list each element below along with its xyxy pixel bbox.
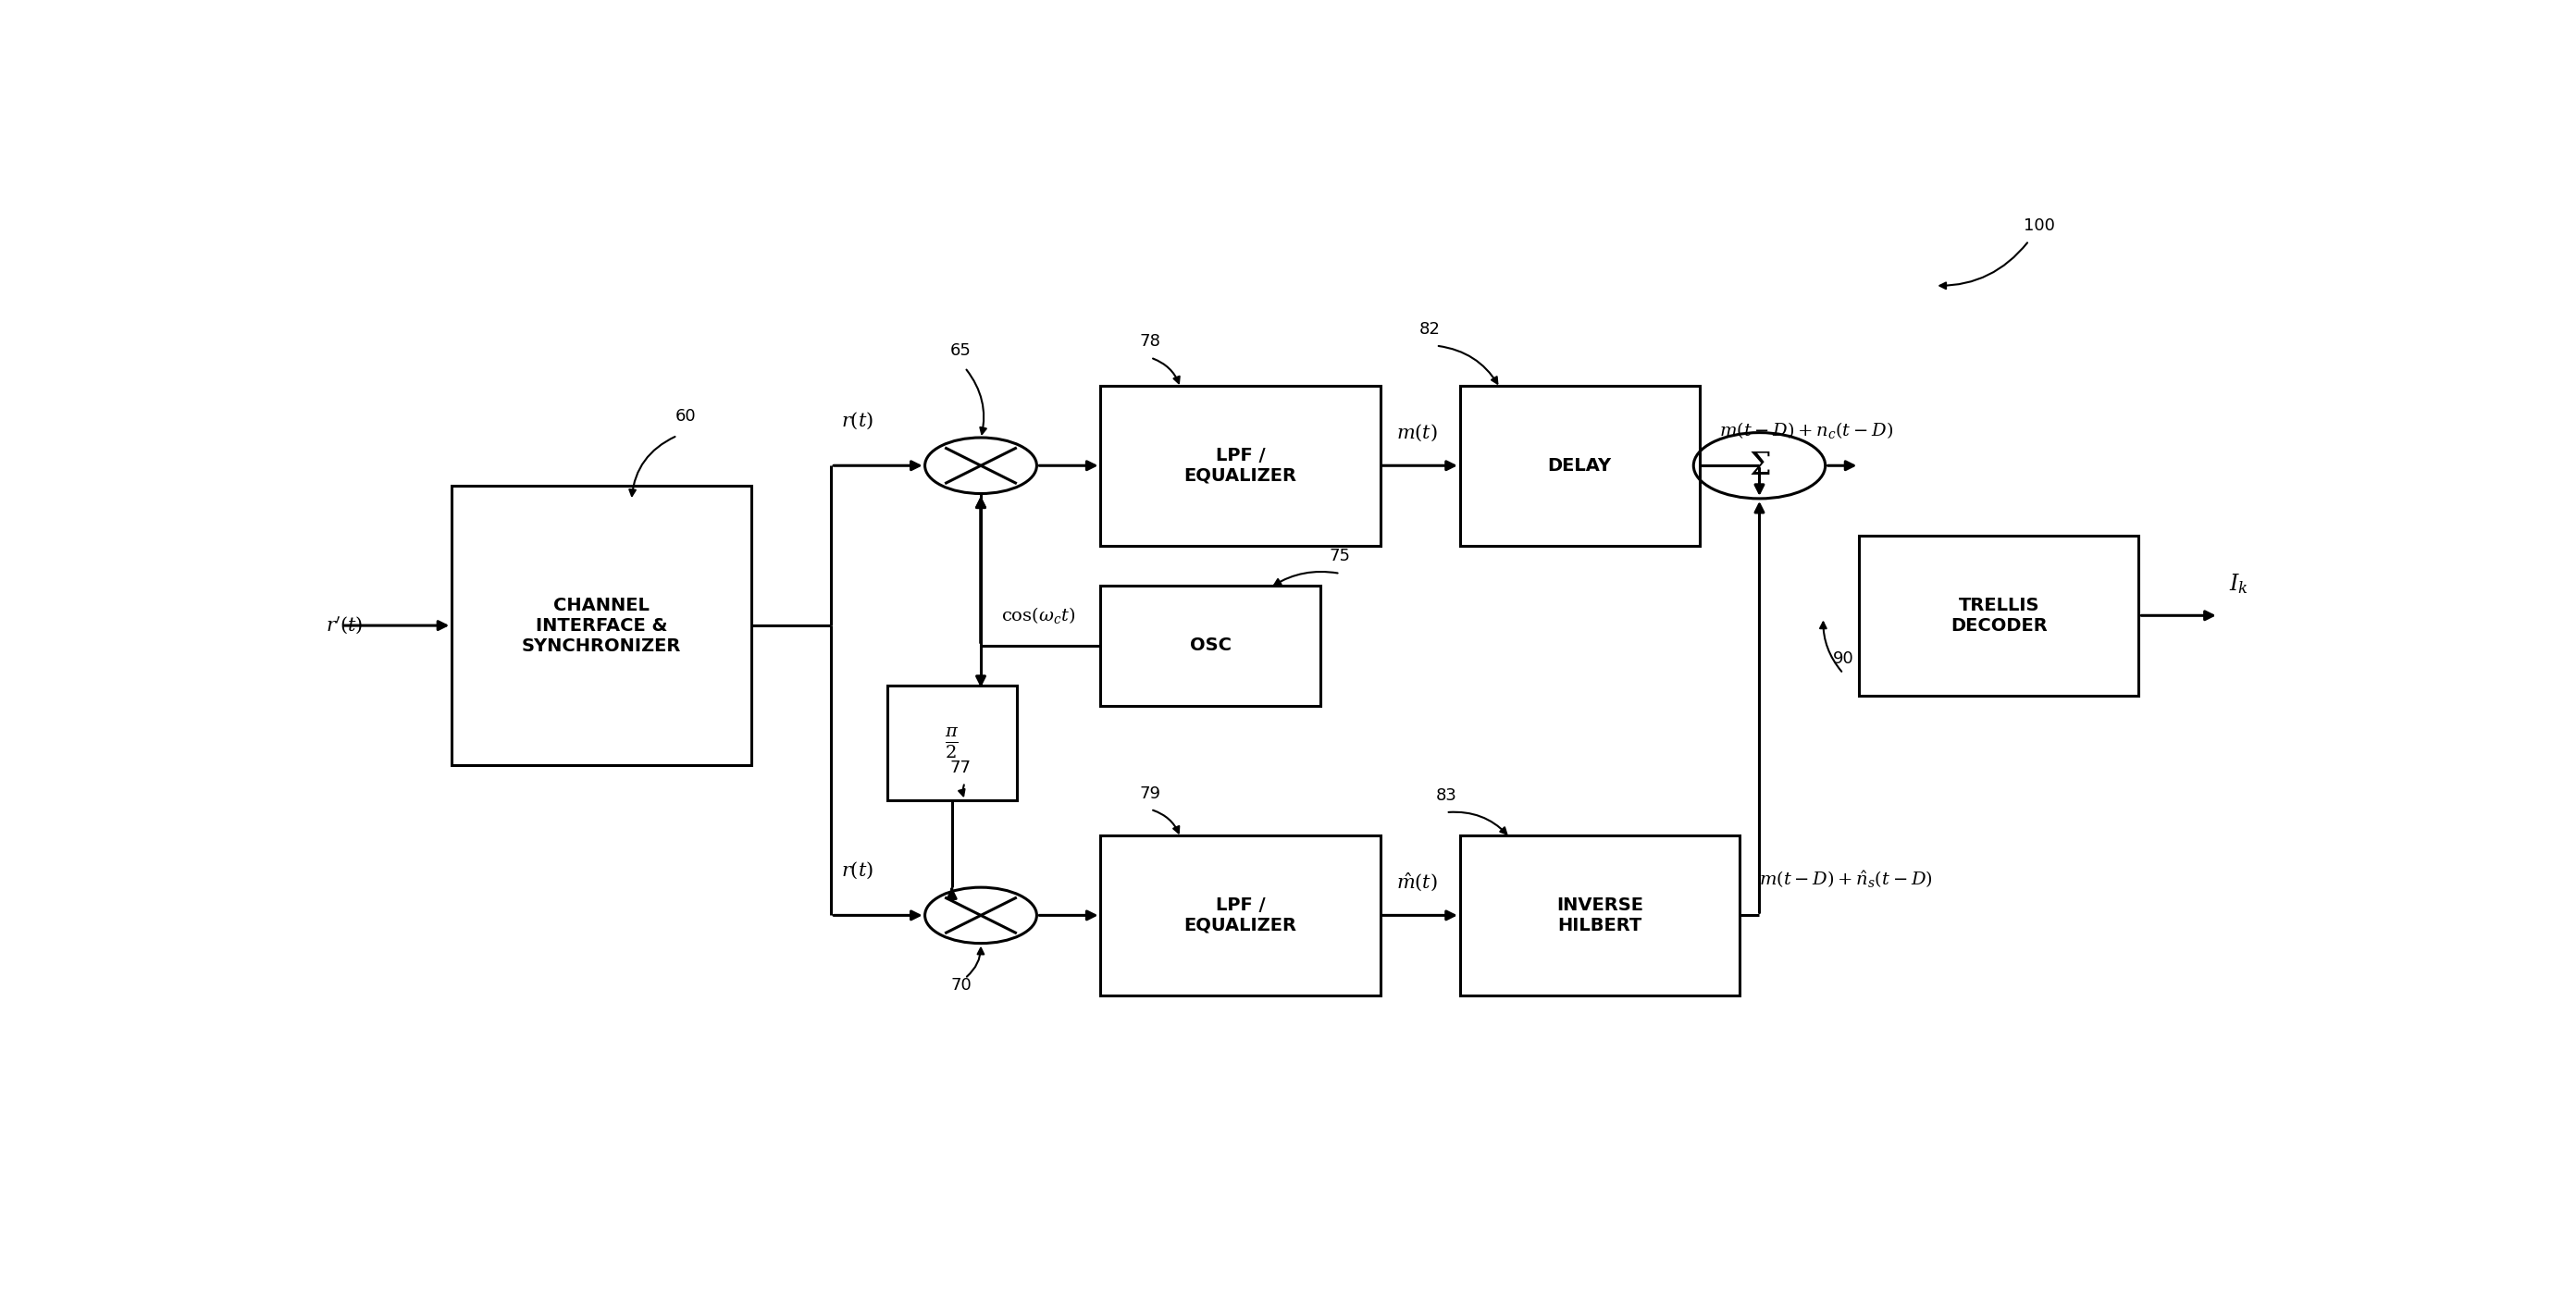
Text: 65: 65 bbox=[951, 343, 971, 360]
Text: $\frac{\pi}{2}$: $\frac{\pi}{2}$ bbox=[945, 726, 958, 761]
Text: 77: 77 bbox=[951, 759, 971, 776]
Text: INVERSE
HILBERT: INVERSE HILBERT bbox=[1556, 897, 1643, 935]
Text: $r'(t)$: $r'(t)$ bbox=[327, 614, 363, 636]
Text: TRELLIS
DECODER: TRELLIS DECODER bbox=[1950, 597, 2048, 635]
Text: 79: 79 bbox=[1139, 785, 1162, 802]
Bar bbox=[1461, 836, 1739, 996]
Text: LPF /
EQUALIZER: LPF / EQUALIZER bbox=[1185, 447, 1296, 484]
Text: $\cos(\omega_c t)$: $\cos(\omega_c t)$ bbox=[999, 605, 1074, 626]
Text: $m(t-D)+\hat{n}_s(t-D)$: $m(t-D)+\hat{n}_s(t-D)$ bbox=[1759, 870, 1932, 890]
Text: LPF /
EQUALIZER: LPF / EQUALIZER bbox=[1185, 897, 1296, 935]
Text: $m(t)$: $m(t)$ bbox=[1396, 423, 1437, 444]
Bar bbox=[886, 685, 1018, 801]
Text: $\hat{m}(t)$: $\hat{m}(t)$ bbox=[1396, 871, 1437, 893]
Text: $\Sigma$: $\Sigma$ bbox=[1749, 450, 1770, 480]
Text: $I_k$: $I_k$ bbox=[2228, 571, 2249, 596]
Text: $m(t-D)+n_c(t-D)$: $m(t-D)+n_c(t-D)$ bbox=[1721, 421, 1893, 440]
Text: 70: 70 bbox=[951, 977, 971, 994]
Bar bbox=[1461, 386, 1700, 545]
Text: 82: 82 bbox=[1419, 321, 1440, 337]
Text: $r(t)$: $r(t)$ bbox=[840, 410, 873, 431]
Bar bbox=[1100, 386, 1381, 545]
Text: 75: 75 bbox=[1329, 548, 1350, 565]
Text: $r(t)$: $r(t)$ bbox=[840, 861, 873, 881]
Bar bbox=[451, 485, 752, 766]
Text: 78: 78 bbox=[1141, 332, 1162, 349]
Text: OSC: OSC bbox=[1190, 637, 1231, 654]
Text: 60: 60 bbox=[675, 408, 696, 424]
Text: 100: 100 bbox=[2022, 218, 2056, 235]
Text: 83: 83 bbox=[1435, 788, 1455, 805]
Text: 90: 90 bbox=[1832, 650, 1855, 667]
Text: DELAY: DELAY bbox=[1548, 457, 1613, 474]
Bar bbox=[1100, 585, 1319, 705]
Text: CHANNEL
INTERFACE &
SYNCHRONIZER: CHANNEL INTERFACE & SYNCHRONIZER bbox=[523, 596, 680, 654]
Bar bbox=[1860, 536, 2138, 696]
Bar bbox=[1100, 836, 1381, 996]
